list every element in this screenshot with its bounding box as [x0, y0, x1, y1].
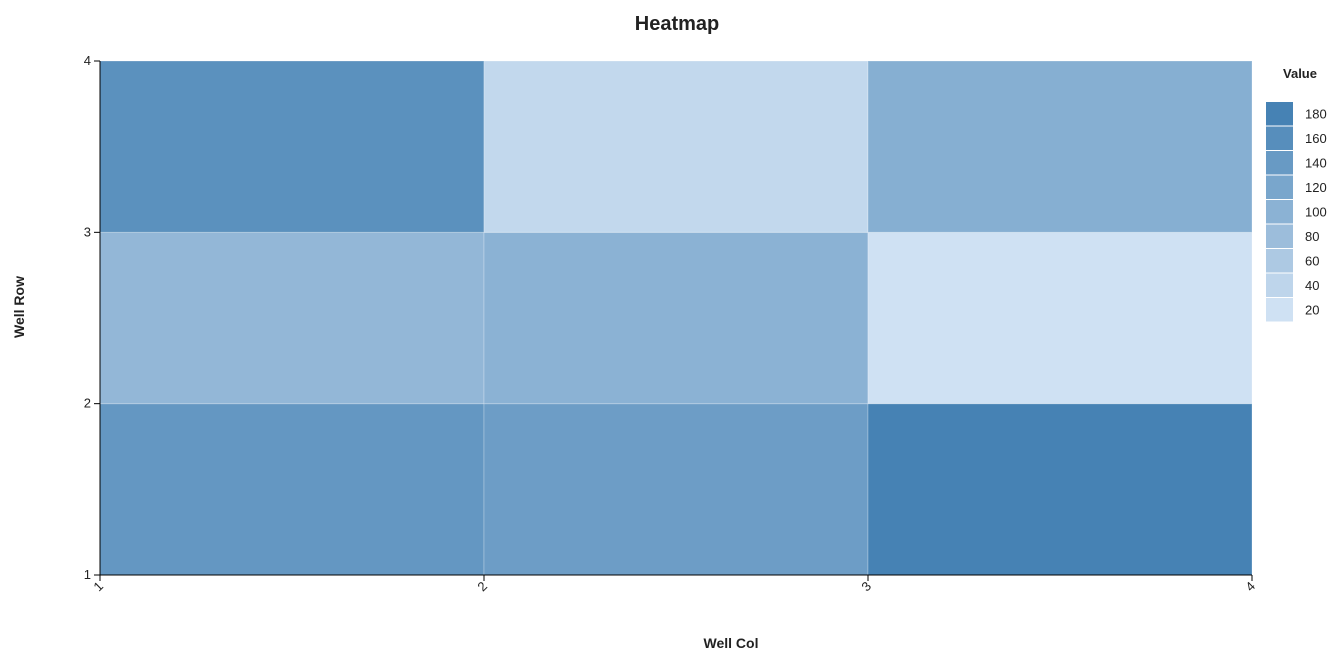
x-tick-label-2: 2 [474, 579, 490, 595]
legend-label-80: 80 [1305, 229, 1319, 244]
legend-label-160: 160 [1305, 131, 1327, 146]
legend-swatch-60 [1266, 249, 1293, 273]
legend-label-40: 40 [1305, 278, 1319, 293]
legend-swatch-140 [1266, 151, 1293, 175]
legend-label-20: 20 [1305, 302, 1319, 317]
legend-swatch-160 [1266, 126, 1293, 150]
legend-swatch-180 [1266, 102, 1293, 126]
chart-title: Heatmap [635, 13, 719, 35]
legend-title: Value [1283, 66, 1317, 81]
heatmap-cell-c3-r2 [867, 231, 1253, 405]
y-tick-label-1: 1 [84, 567, 91, 582]
x-tick-label-4: 4 [1242, 579, 1258, 595]
heatmap-cell-c1-r3 [99, 60, 485, 233]
legend-label-180: 180 [1305, 106, 1327, 121]
y-axis-label: Well Row [11, 276, 27, 338]
y-axis-ticks: 1 2 3 4 [84, 53, 100, 582]
x-axis-ticks: 1 2 3 4 [90, 575, 1258, 594]
legend-label-120: 120 [1305, 180, 1327, 195]
y-tick-label-4: 4 [84, 53, 91, 68]
legend-label-140: 140 [1305, 155, 1327, 170]
legend-label-60: 60 [1305, 253, 1319, 268]
heatmap-cell-c2-r3 [483, 60, 869, 233]
heatmap-cell-c2-r1 [483, 403, 869, 576]
legend-swatch-20 [1266, 298, 1293, 322]
legend-swatch-80 [1266, 224, 1293, 248]
legend: Value 180 160 140 120 100 80 60 40 20 [1266, 66, 1327, 322]
heatmap-cell-c1-r1 [99, 403, 485, 576]
legend-swatch-100 [1266, 200, 1293, 224]
legend-swatch-40 [1266, 273, 1293, 297]
axes [99, 61, 1252, 576]
heatmap-cell-c3-r1 [867, 403, 1253, 576]
legend-label-100: 100 [1305, 204, 1327, 219]
heatmap-cell-c3-r3 [867, 60, 1253, 233]
y-tick-label-2: 2 [84, 396, 91, 411]
x-tick-label-1: 1 [90, 579, 106, 595]
legend-swatch-120 [1266, 175, 1293, 199]
x-tick-label-3: 3 [858, 579, 874, 595]
x-axis-label: Well Col [704, 635, 759, 649]
heatmap-cell-c1-r2 [99, 231, 485, 405]
heatmap-cells [99, 60, 1253, 576]
y-tick-label-3: 3 [84, 224, 91, 239]
heatmap-cell-c2-r2 [483, 231, 869, 405]
